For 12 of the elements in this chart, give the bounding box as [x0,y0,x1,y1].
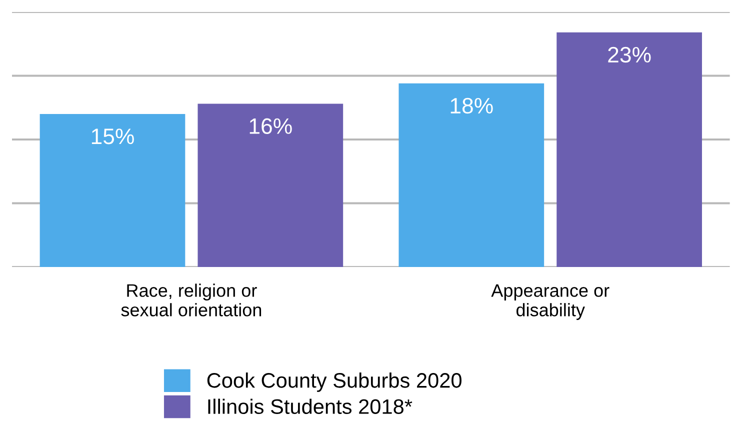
data-label: 18% [450,98,493,114]
bar [198,104,344,267]
bar [398,83,544,267]
data-label: 15% [92,128,134,144]
data-label: 23% [608,46,651,63]
legend-label: Illinois Students 2018* [208,398,412,414]
data-label: 16% [250,118,292,134]
legend-label: Cook County Suburbs 2020 [207,372,462,392]
x-tick-label: Race, religion or sexual orientation [121,284,262,316]
bar [556,32,702,267]
x-tick-label: Appearance or disability [491,284,610,320]
bar [40,114,186,267]
